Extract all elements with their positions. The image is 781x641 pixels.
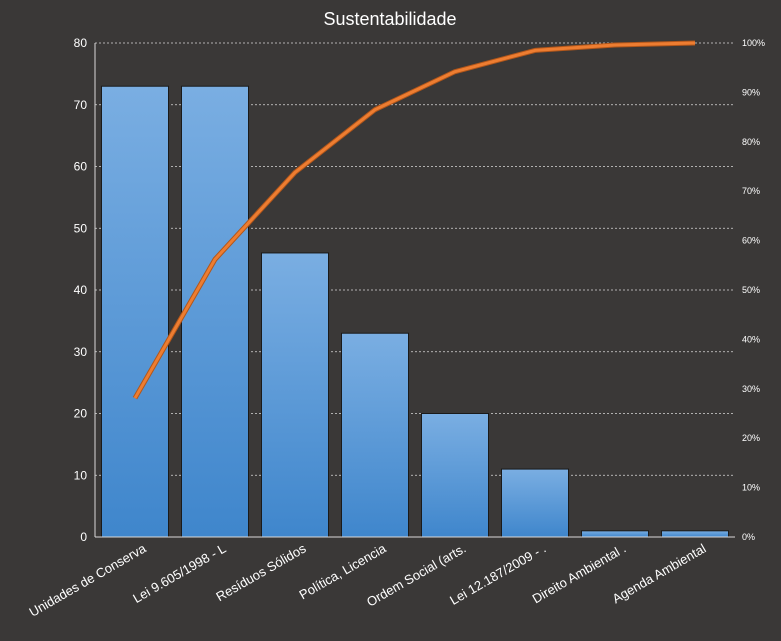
y2-tick-label: 50% (742, 285, 760, 295)
y2-tick-label: 20% (742, 433, 760, 443)
category-label: Unidades de Conserva (26, 540, 149, 619)
y-tick-label: 80 (74, 36, 88, 50)
bar (181, 85, 249, 538)
y2-tick-label: 100% (742, 38, 765, 48)
y-tick-label: 0 (80, 530, 87, 544)
bars (101, 85, 729, 538)
y-tick-label: 20 (74, 407, 88, 421)
y2-tick-label: 70% (742, 186, 760, 196)
bar (101, 85, 169, 538)
gridlines (95, 42, 735, 538)
y-tick-label: 50 (74, 221, 88, 235)
cumulative-line-path (133, 41, 696, 399)
bar (581, 530, 649, 538)
y2-tick-label: 40% (742, 334, 760, 344)
y2-tick-label: 60% (742, 236, 760, 246)
bar (661, 530, 729, 538)
y-tick-label: 30 (74, 345, 88, 359)
bar (341, 332, 409, 538)
y2-axis-ticks: 0% 10% 20% 30% 40% 50% 60% 70% 80% 90% 100% (742, 38, 765, 542)
y-axis-ticks: 0 10 20 30 40 50 60 70 80 (74, 36, 88, 544)
y2-tick-label: 90% (742, 87, 760, 97)
bar (421, 413, 489, 538)
y-tick-label: 70 (74, 98, 88, 112)
y2-tick-label: 0% (742, 532, 755, 542)
y2-tick-label: 10% (742, 483, 760, 493)
y2-tick-label: 80% (742, 137, 760, 147)
axes (94, 43, 735, 538)
y-tick-label: 10 (74, 468, 88, 482)
category-label: Resíduos Sólidos (213, 540, 309, 604)
chart-title: Sustentabilidade (323, 9, 456, 29)
bar (501, 468, 569, 538)
y-tick-label: 60 (74, 160, 88, 174)
cumulative-line (132, 40, 696, 400)
bar (261, 252, 329, 538)
y2-tick-label: 30% (742, 384, 760, 394)
y-tick-label: 40 (74, 283, 88, 297)
